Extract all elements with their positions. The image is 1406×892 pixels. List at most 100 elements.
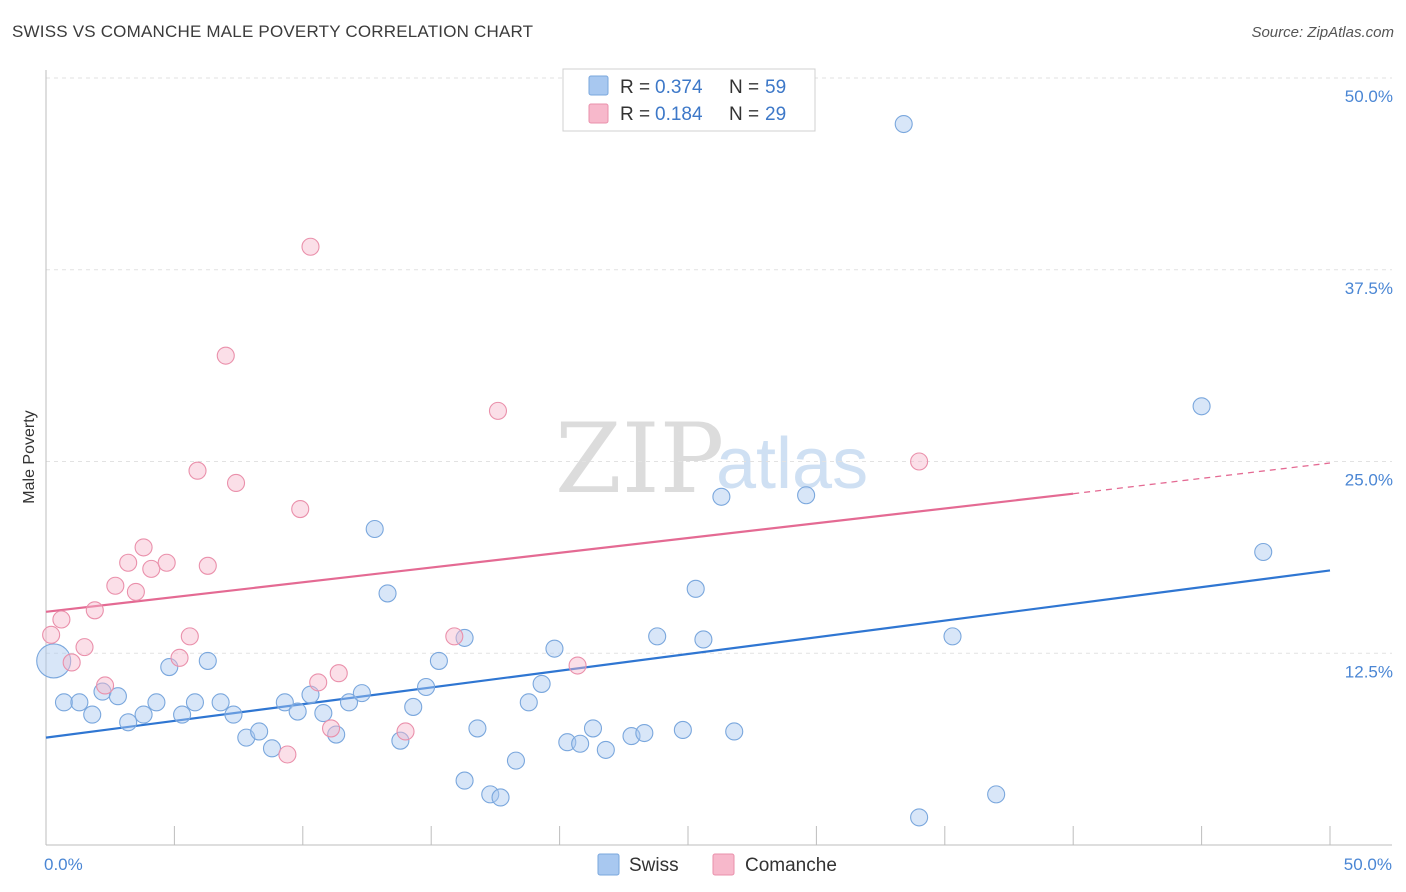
point-comanche-10 xyxy=(142,559,161,578)
legend-n-label-swiss: N = xyxy=(729,77,759,98)
point-swiss-9 xyxy=(160,658,179,677)
point-comanche-17 xyxy=(226,473,246,493)
point-swiss-41 xyxy=(583,719,603,738)
trend-lines xyxy=(45,462,1331,739)
bottom-legend: Swiss Comanche xyxy=(597,853,837,876)
point-swiss-32 xyxy=(468,719,487,738)
point-swiss-16 xyxy=(250,722,269,741)
point-comanche-0 xyxy=(42,625,61,644)
point-comanche-12 xyxy=(170,648,189,667)
x-ticks xyxy=(45,826,1331,845)
point-comanche-26 xyxy=(568,656,587,675)
point-swiss-49 xyxy=(712,487,731,506)
point-comanche-16 xyxy=(216,346,235,365)
point-swiss-48 xyxy=(694,630,713,649)
point-swiss-12 xyxy=(198,651,217,670)
point-comanche-18 xyxy=(278,745,297,764)
y-tick-labels: 12.5% 25.0% 37.5% 50.0% xyxy=(1345,87,1393,681)
point-swiss-30 xyxy=(429,651,448,670)
point-swiss-34 xyxy=(491,788,510,807)
point-swiss-57 xyxy=(1254,542,1273,562)
point-swiss-0 xyxy=(36,643,72,679)
point-swiss-21 xyxy=(314,704,333,723)
point-swiss-56 xyxy=(1192,397,1211,416)
point-swiss-6 xyxy=(119,713,138,732)
point-swiss-53 xyxy=(910,808,929,827)
point-swiss-45 xyxy=(648,627,667,646)
bottom-legend-label-swiss: Swiss xyxy=(629,855,679,876)
point-swiss-11 xyxy=(185,693,204,712)
point-swiss-18 xyxy=(275,693,294,712)
legend-n-value-swiss: 59 xyxy=(765,77,786,98)
point-comanche-24 xyxy=(445,627,464,646)
point-comanche-7 xyxy=(119,553,138,572)
point-comanche-23 xyxy=(329,664,348,683)
point-swiss-40 xyxy=(571,734,590,753)
x-tick-label-max: 50.0% xyxy=(1344,855,1392,874)
point-swiss-52 xyxy=(894,114,913,134)
point-swiss-23 xyxy=(339,693,359,712)
legend-swatch-comanche xyxy=(588,103,609,124)
point-comanche-13 xyxy=(180,627,199,646)
point-swiss-47 xyxy=(686,579,705,598)
point-swiss-5 xyxy=(108,687,127,706)
y-tick-label-2: 37.5% xyxy=(1345,279,1393,298)
point-swiss-3 xyxy=(83,705,102,724)
point-comanche-22 xyxy=(321,719,341,738)
legend-n-value-comanche: 29 xyxy=(765,104,786,125)
point-swiss-2 xyxy=(70,693,89,712)
point-comanche-27 xyxy=(910,452,929,471)
point-swiss-7 xyxy=(134,705,153,724)
point-comanche-1 xyxy=(52,610,71,629)
point-swiss-36 xyxy=(519,693,538,712)
point-comanche-15 xyxy=(198,556,217,575)
gridlines xyxy=(46,77,1392,654)
point-comanche-4 xyxy=(85,601,104,620)
point-comanche-6 xyxy=(106,576,125,595)
source-attribution: Source: ZipAtlas.com xyxy=(1251,24,1394,41)
legend-r-value-swiss: 0.374 xyxy=(655,77,703,98)
point-swiss-17 xyxy=(262,739,282,758)
point-comanche-2 xyxy=(62,653,81,672)
point-swiss-54 xyxy=(943,627,962,646)
y-tick-label-3: 50.0% xyxy=(1345,87,1393,106)
legend-box: R = 0.374 N = 59 R = 0.184 N = 29 xyxy=(562,68,816,132)
point-swiss-10 xyxy=(173,705,192,724)
point-swiss-25 xyxy=(365,519,384,539)
point-comanche-25 xyxy=(488,401,508,420)
point-swiss-46 xyxy=(673,720,692,740)
point-swiss-51 xyxy=(797,486,816,505)
trend-line-dashed-comanche xyxy=(1073,462,1331,495)
point-swiss-44 xyxy=(635,723,654,743)
point-swiss-28 xyxy=(404,697,423,716)
point-swiss-14 xyxy=(224,705,243,724)
point-swiss-8 xyxy=(147,693,166,712)
legend-swatch-swiss xyxy=(588,75,609,96)
y-tick-label-0: 12.5% xyxy=(1345,662,1393,681)
point-swiss-58 xyxy=(455,771,474,790)
trend-line-swiss xyxy=(45,569,1331,739)
point-comanche-11 xyxy=(157,553,176,572)
point-swiss-29 xyxy=(417,677,436,697)
point-swiss-35 xyxy=(506,751,525,770)
legend-n-label-comanche: N = xyxy=(729,104,759,125)
point-comanche-21 xyxy=(309,673,328,692)
bottom-legend-swatch-comanche xyxy=(712,853,735,876)
point-swiss-55 xyxy=(987,785,1006,804)
watermark-atlas: atlas xyxy=(716,424,868,504)
point-comanche-3 xyxy=(75,638,94,657)
legend-r-label-swiss: R = xyxy=(620,77,650,98)
y-axis-label: Male Poverty xyxy=(21,410,38,503)
axes xyxy=(45,70,1392,846)
point-swiss-38 xyxy=(545,639,564,658)
chart-title: SWISS VS COMANCHE MALE POVERTY CORRELATI… xyxy=(12,22,534,41)
point-swiss-50 xyxy=(725,722,744,741)
point-comanche-28 xyxy=(396,722,415,741)
y-tick-label-1: 25.0% xyxy=(1345,471,1393,490)
point-swiss-33 xyxy=(481,785,500,804)
bottom-legend-swatch-swiss xyxy=(597,853,620,876)
watermark-zip: ZIP xyxy=(555,403,724,515)
point-comanche-19 xyxy=(291,500,310,519)
point-swiss-19 xyxy=(288,702,307,721)
